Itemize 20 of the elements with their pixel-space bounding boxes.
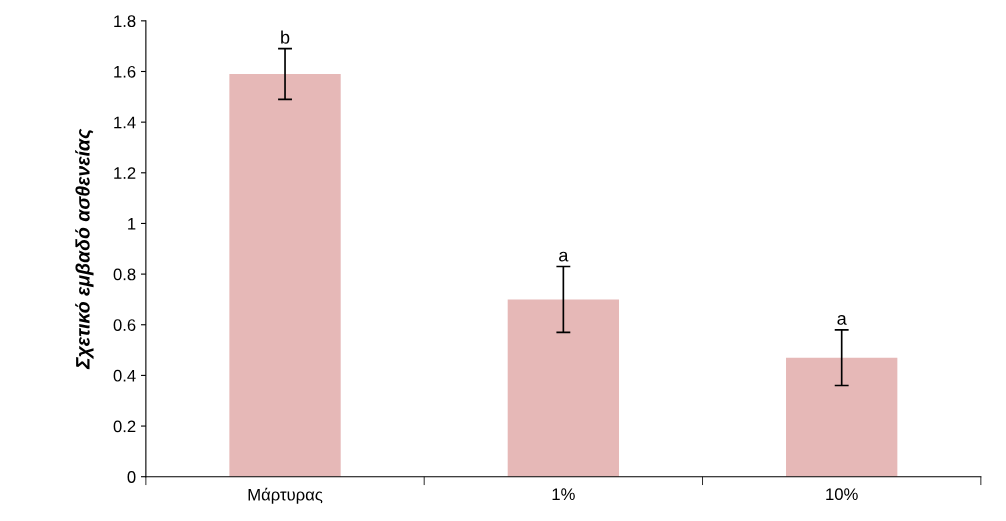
y-tick-label: 0.6: [113, 319, 136, 331]
x-tick-label: 1%: [552, 488, 575, 500]
y-axis-title: Σχετικό εμβαδό ασθενείας: [75, 128, 94, 370]
x-tick-label: Μάρτυρας: [248, 487, 323, 504]
y-tick-label: 0.4: [113, 369, 136, 382]
annotation: b: [281, 30, 290, 44]
y-tick-label: 1.2: [114, 167, 136, 179]
y-tick-label: 1: [128, 218, 136, 230]
y-tick-label: 1.8: [114, 15, 136, 28]
y-tick-label: 1.6: [114, 65, 136, 78]
y-tick-label: 0: [127, 471, 136, 483]
bar: [229, 74, 341, 477]
x-tick-label: 10%: [826, 488, 858, 501]
y-tick-label: 0.8: [113, 268, 136, 281]
y-tick-label: 0.2: [113, 420, 136, 433]
y-tick-label: 1.4: [114, 116, 136, 129]
bar: [507, 299, 620, 477]
annotation: a: [837, 314, 847, 325]
annotation: a: [559, 251, 569, 262]
bar: [786, 357, 898, 477]
